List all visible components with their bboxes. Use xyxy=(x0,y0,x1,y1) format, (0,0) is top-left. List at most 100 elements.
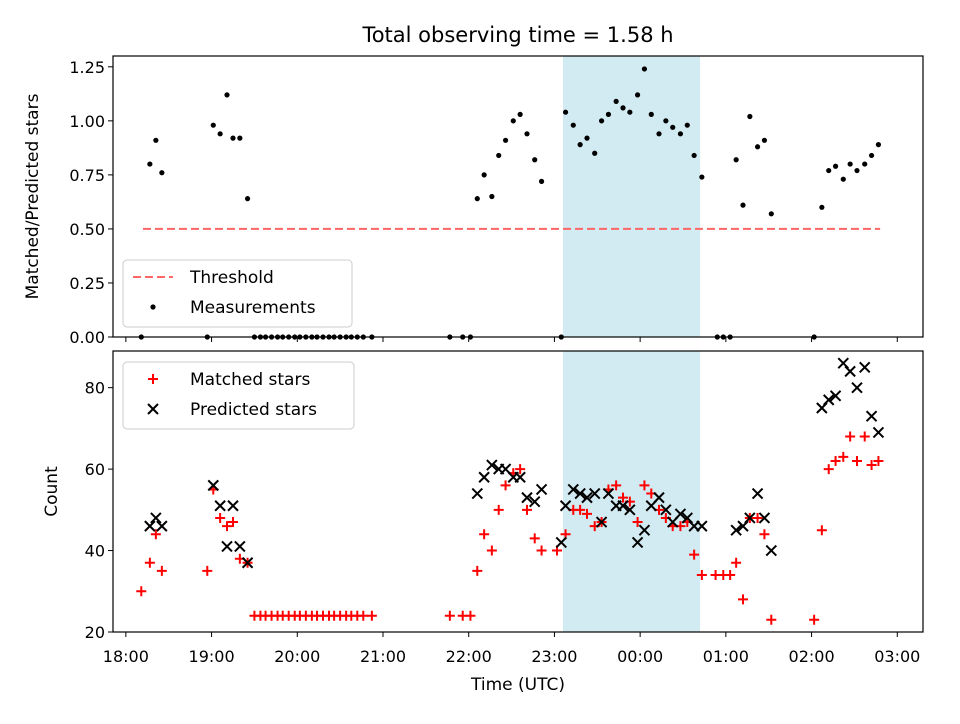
predicted-point xyxy=(638,524,651,536)
predicted-point xyxy=(555,536,567,549)
measurement-point xyxy=(224,92,230,98)
x-tick-label: 21:00 xyxy=(360,647,406,666)
matched-point xyxy=(816,525,827,536)
measurement-point xyxy=(230,135,236,141)
measurement-point xyxy=(819,204,825,210)
predicted-point xyxy=(478,471,490,483)
highlight-span xyxy=(563,351,701,632)
x-tick-label: 03:00 xyxy=(874,647,920,666)
predicted-point xyxy=(758,512,771,524)
y-tick-label: 40 xyxy=(85,542,105,561)
matched-point xyxy=(479,529,490,540)
measurement-point xyxy=(538,178,545,184)
legend-frame xyxy=(122,259,353,328)
predicted-point xyxy=(589,487,601,500)
measurement-point xyxy=(159,170,165,176)
measurement-point xyxy=(656,131,662,137)
y-tick-label: 80 xyxy=(85,379,105,398)
predicted-point xyxy=(514,471,526,483)
matched-point xyxy=(852,455,862,466)
matched-point xyxy=(809,614,820,625)
measurement-point xyxy=(840,176,846,182)
measurement-point xyxy=(524,131,530,137)
measurement-point xyxy=(584,135,590,141)
matched-point xyxy=(358,610,369,621)
legend: Matched stars Predicted stars xyxy=(122,361,355,430)
matched-point xyxy=(696,569,707,580)
measurement-point xyxy=(532,157,538,163)
legend-threshold-label: Threshold xyxy=(189,268,274,288)
matched-point xyxy=(144,557,155,568)
matched-point xyxy=(611,480,622,491)
y-tick-label: 0.25 xyxy=(69,274,105,293)
y-tick-label: 1.00 xyxy=(69,112,105,131)
y-axis-label: Matched/Predicted stars xyxy=(23,93,43,299)
predicted-point xyxy=(486,459,498,471)
measurement-point xyxy=(489,193,495,200)
predicted-point xyxy=(859,361,871,373)
measurement-point xyxy=(648,111,654,117)
measurement-point xyxy=(747,113,753,120)
x-tick-label: 23:00 xyxy=(531,647,577,666)
legend-predicted-swatch xyxy=(147,403,159,415)
x-tick-label: 22:00 xyxy=(446,647,492,666)
matched-point xyxy=(222,521,232,532)
matched-point xyxy=(845,431,856,442)
measurement-point xyxy=(677,131,684,137)
measurement-point xyxy=(670,124,676,130)
predicted-point xyxy=(653,491,665,504)
matched-point xyxy=(738,594,748,605)
measurement-point xyxy=(862,161,868,167)
legend-matched-swatch xyxy=(148,374,158,384)
predicted-point xyxy=(144,520,156,532)
measurement-point xyxy=(663,118,669,124)
predicted-point xyxy=(872,426,885,439)
matched-point xyxy=(202,565,213,576)
x-axis-label: Time (UTC) xyxy=(470,675,565,695)
measurement-point xyxy=(699,174,705,180)
y-tick-label: 0.75 xyxy=(69,166,105,185)
legend-frame xyxy=(122,361,355,430)
matched-point xyxy=(529,533,540,544)
legend: Threshold Measurements xyxy=(122,259,353,328)
matched-point xyxy=(866,460,877,471)
legend-measurement-label: Measurements xyxy=(190,298,316,318)
measurement-point xyxy=(562,109,569,115)
matched-point xyxy=(766,614,777,625)
measurement-point xyxy=(210,122,216,128)
measurement-point xyxy=(832,163,839,169)
measurement-point xyxy=(474,196,480,202)
predicted-point xyxy=(559,500,572,512)
figure-title: Total observing time = 1.58 h xyxy=(361,23,673,47)
predicted-point xyxy=(829,390,842,402)
measurement-point xyxy=(768,211,774,217)
measurement-point xyxy=(627,109,633,115)
predicted-point xyxy=(823,394,835,406)
predicted-point xyxy=(851,381,863,394)
predicted-point xyxy=(631,536,644,549)
measurement-point xyxy=(153,137,159,143)
predicted-point xyxy=(529,495,541,508)
matched-point xyxy=(136,586,147,597)
matched-point xyxy=(873,455,884,466)
matched-point xyxy=(493,504,504,515)
measurement-point xyxy=(244,196,251,202)
y-tick-label: 0.00 xyxy=(69,328,105,347)
counts-panel: 20 40 60 80 18:00 19:00 20:00 21:00 22:00 23:00 00… xyxy=(42,350,924,695)
predicted-point xyxy=(567,483,579,496)
predicted-point xyxy=(595,516,608,528)
predicted-point xyxy=(617,500,629,512)
matched-point xyxy=(215,512,226,523)
matched-point xyxy=(689,549,700,560)
predicted-point xyxy=(234,540,246,553)
measurement-point xyxy=(733,157,739,163)
x-tick-label: 20:00 xyxy=(274,647,320,666)
x-tick-label: 02:00 xyxy=(789,647,835,666)
matched-point xyxy=(366,610,377,621)
measurement-point xyxy=(237,135,243,141)
matched-point xyxy=(228,517,238,528)
matched-point xyxy=(639,480,650,491)
matched-point xyxy=(859,431,870,442)
legend-measurement-swatch xyxy=(150,304,156,310)
measurement-point xyxy=(570,122,576,128)
